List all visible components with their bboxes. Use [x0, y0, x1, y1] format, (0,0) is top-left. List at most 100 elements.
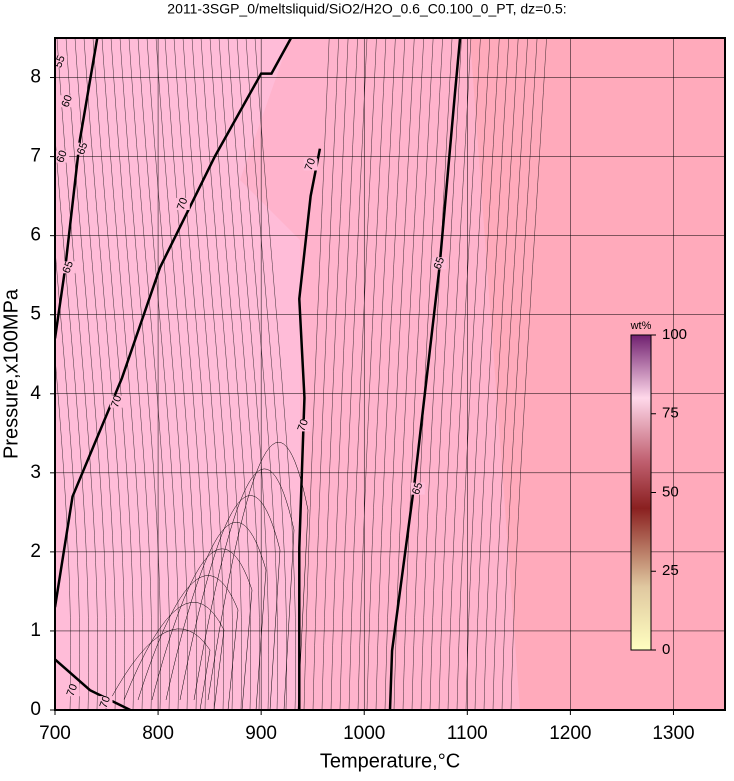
contour-label-bg [60, 95, 75, 108]
y-tick-label: 5 [30, 304, 41, 325]
thin-contour [375, 38, 406, 710]
contour-label-bg [55, 150, 70, 163]
thin-contour [83, 38, 125, 710]
thin-contour [200, 38, 242, 710]
thin-contour [179, 495, 281, 710]
thin-contour [474, 38, 509, 710]
thin-contour [312, 38, 339, 710]
thin-contour [420, 38, 453, 710]
thin-contour [227, 38, 269, 710]
thin-contour [348, 38, 377, 710]
colorbar-tick-label: 0 [662, 641, 670, 658]
x-tick-label: 1300 [652, 723, 694, 744]
thin-contour [164, 38, 206, 710]
x-tick-label: 700 [39, 723, 71, 744]
thin-contour [366, 38, 396, 710]
thin-contour [465, 38, 500, 710]
thin-contour [55, 353, 71, 710]
contour-label: 70 [98, 694, 113, 710]
colorbar-tick-label: 50 [662, 483, 679, 500]
colorbar-tick-label: 100 [662, 326, 687, 343]
contour-line [388, 38, 462, 710]
thin-contour [55, 245, 80, 710]
x-tick-label: 800 [142, 723, 174, 744]
contour-label: 70 [109, 394, 124, 410]
thin-contour [173, 38, 215, 710]
contour-label-bg [410, 482, 425, 495]
contour-label-bg [432, 257, 447, 270]
y-tick-label: 4 [30, 383, 41, 404]
thin-contour [254, 38, 296, 710]
contour-label-bg [61, 261, 76, 274]
thin-contour [456, 38, 491, 710]
thin-contour [146, 38, 188, 710]
thin-contour [510, 38, 547, 710]
contour-line [298, 148, 322, 710]
contour-label-bg [65, 684, 80, 697]
thin-contour [110, 38, 152, 710]
contour-label-bg [98, 696, 113, 709]
contour-label-bg [109, 395, 124, 408]
thin-contour [137, 575, 239, 710]
x-tick-label: 1200 [549, 723, 591, 744]
thin-contour [438, 38, 472, 710]
thin-contour [137, 38, 179, 710]
y-tick-label: 8 [30, 67, 41, 88]
contour-label: 65 [410, 481, 425, 497]
contour-label: 70 [303, 157, 318, 173]
y-tick-label: 6 [30, 225, 41, 246]
thin-contour [151, 548, 253, 710]
thin-contour [402, 38, 434, 710]
colorbar-tick-label: 25 [662, 562, 679, 579]
contour-line [55, 38, 99, 339]
contour-line [55, 658, 131, 710]
thin-contour [447, 38, 481, 710]
thin-contour [384, 38, 415, 710]
thin-contour [128, 38, 170, 710]
thin-contour [330, 38, 358, 710]
thin-contour [501, 38, 538, 710]
thin-contour [429, 38, 462, 710]
contour-label: 70 [65, 682, 80, 698]
thin-contour [209, 38, 251, 710]
colorbar [630, 334, 652, 651]
thin-contour [119, 38, 161, 710]
thin-contour [339, 38, 368, 710]
thin-contour [245, 38, 287, 710]
y-tick-label: 3 [30, 462, 41, 483]
thin-contour [207, 442, 309, 710]
thin-contour [492, 38, 528, 710]
thin-contour [65, 38, 107, 710]
thin-contour [182, 38, 224, 710]
thin-contour [357, 38, 387, 710]
thin-contour [483, 38, 519, 710]
colorbar-tick-label: 75 [662, 405, 679, 422]
contour-label-bg [75, 142, 90, 155]
thin-contour [236, 38, 278, 710]
thin-contour [193, 468, 295, 710]
contour-line [55, 38, 293, 608]
y-tick-label: 2 [30, 541, 41, 562]
contour-label-bg [55, 55, 68, 68]
thin-contour [101, 38, 143, 710]
y-axis-label: Pressure,x100MPa [0, 288, 22, 459]
thin-contour [74, 38, 116, 710]
contour-label: 65 [75, 141, 90, 157]
contour-label: 55 [52, 54, 67, 70]
x-tick-label: 900 [245, 723, 277, 744]
plot-frame [54, 37, 726, 711]
y-tick-label: 7 [30, 146, 41, 167]
thin-contour [303, 38, 330, 710]
thin-contour [218, 38, 260, 710]
thin-contour [123, 601, 225, 710]
x-tick-label: 1100 [447, 723, 488, 744]
thin-contour [321, 38, 349, 710]
thin-contour [155, 38, 197, 710]
contour-label: 70 [296, 418, 311, 434]
contour-label: 70 [175, 196, 190, 212]
x-tick-label: 1000 [343, 723, 385, 744]
thin-contour [92, 38, 134, 710]
chart-title: 2011-3SGP_0/meltsliquid/SiO2/H2O_0.6_C0.… [167, 1, 566, 17]
contour-label: 65 [432, 255, 447, 271]
